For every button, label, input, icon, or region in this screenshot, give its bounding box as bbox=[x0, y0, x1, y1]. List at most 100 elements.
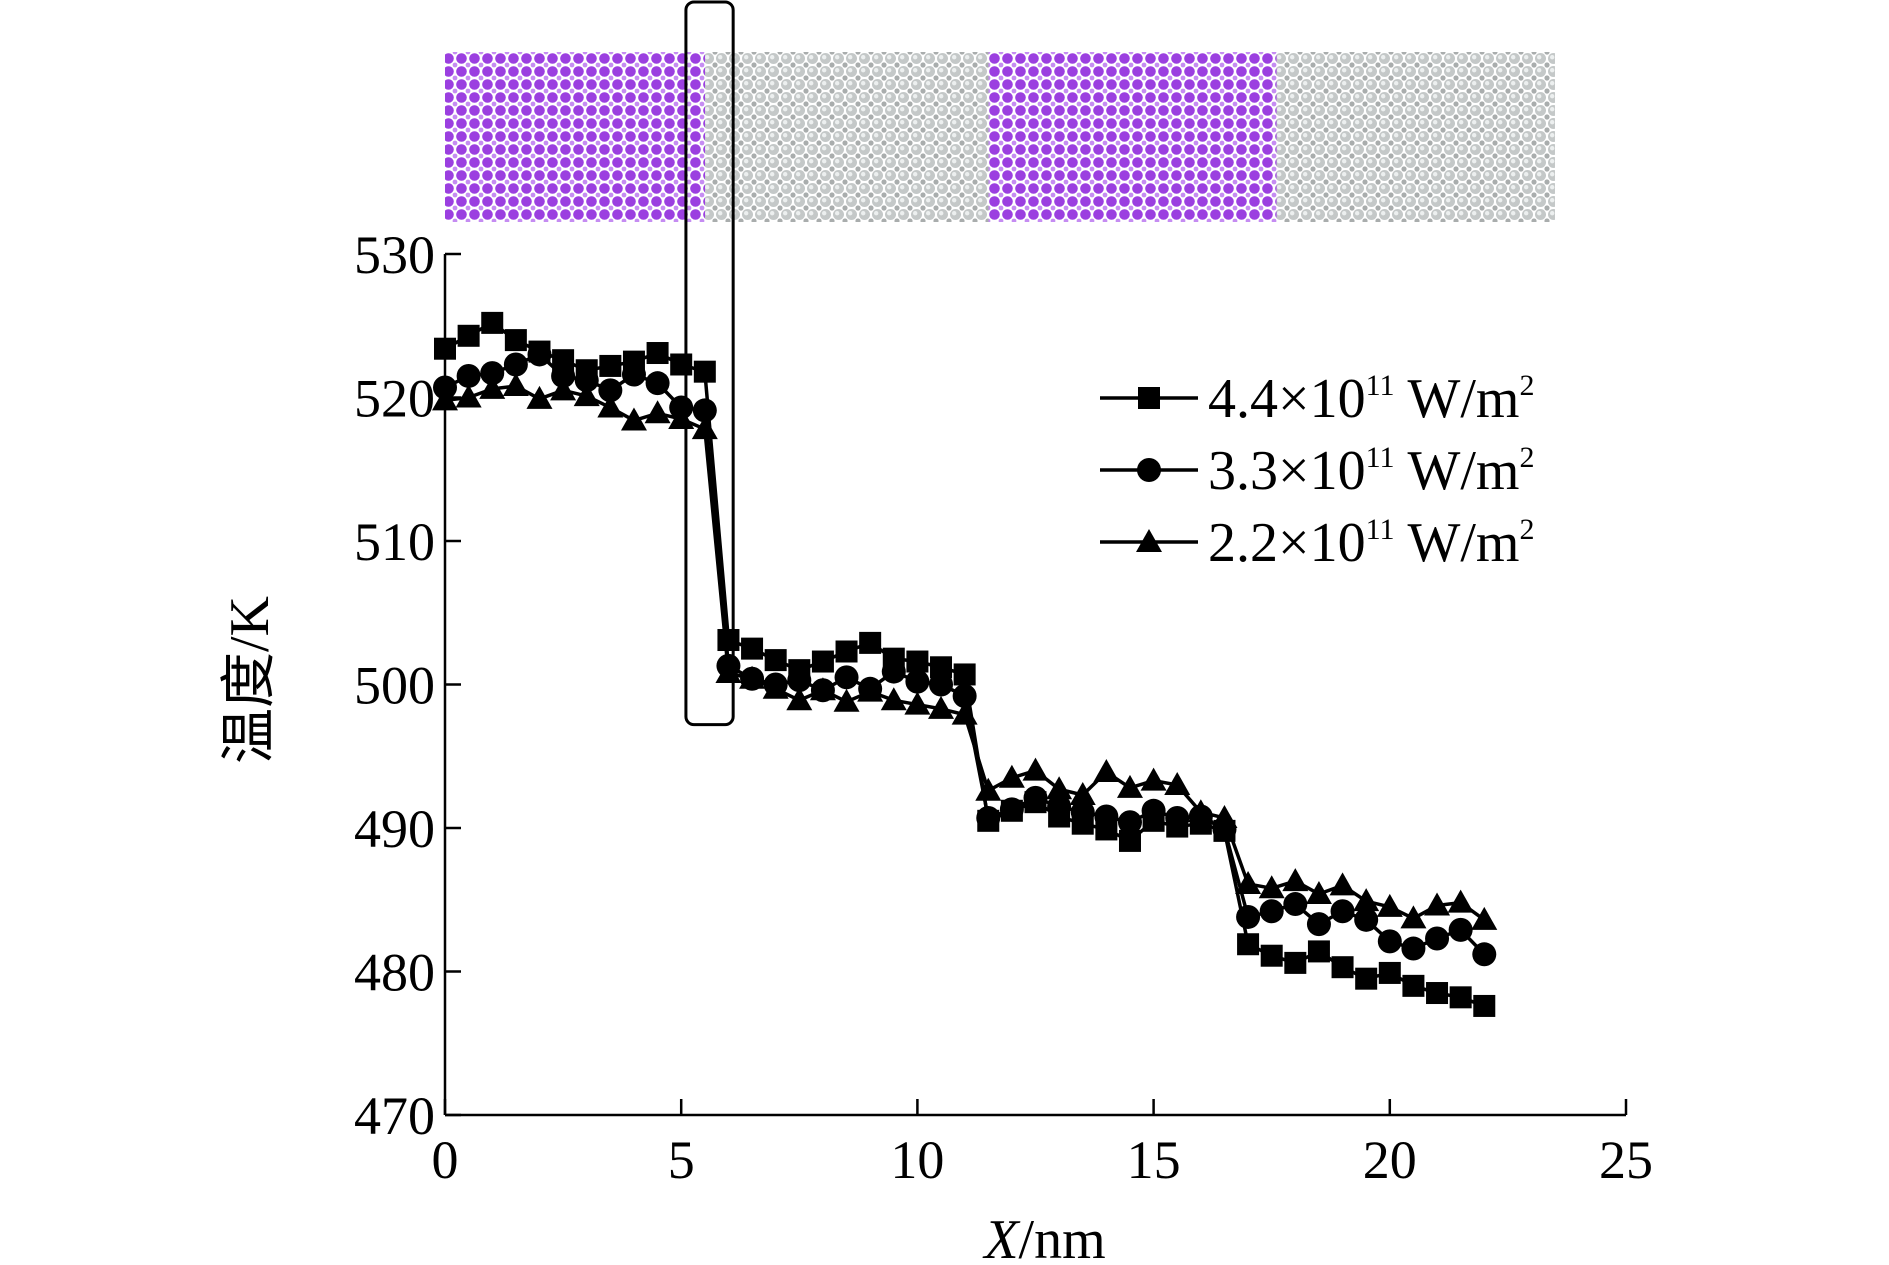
data-point bbox=[1306, 912, 1331, 937]
legend-exp: 11 bbox=[1366, 441, 1395, 474]
strip-segment-purple bbox=[445, 52, 705, 222]
data-point bbox=[480, 361, 505, 386]
data-point bbox=[741, 637, 764, 660]
strip-segment-purple bbox=[988, 52, 1277, 222]
data-point bbox=[1046, 776, 1073, 800]
strip-segment-gray bbox=[704, 52, 989, 222]
data-point bbox=[717, 629, 740, 652]
data-point bbox=[881, 659, 906, 684]
data-point bbox=[739, 665, 766, 689]
data-point bbox=[1400, 905, 1427, 929]
series-layer bbox=[432, 311, 1498, 1017]
data-point bbox=[930, 656, 953, 679]
data-point bbox=[1094, 804, 1119, 829]
series-circle bbox=[433, 342, 1497, 967]
data-point bbox=[1260, 944, 1283, 967]
data-point bbox=[835, 640, 858, 663]
data-point bbox=[598, 378, 623, 403]
data-point bbox=[504, 329, 527, 352]
data-point bbox=[1447, 889, 1474, 913]
data-point bbox=[1377, 929, 1402, 954]
data-point bbox=[859, 631, 882, 654]
legend-base: 4.4×10 bbox=[1208, 368, 1366, 430]
x-axis-label-var: X bbox=[982, 1209, 1021, 1265]
y-tick-label: 520 bbox=[354, 369, 435, 429]
data-point bbox=[1093, 759, 1120, 783]
data-point bbox=[1425, 926, 1450, 951]
x-tick-label: 5 bbox=[668, 1130, 695, 1190]
legend-unit-exp: 2 bbox=[1519, 513, 1534, 546]
data-point bbox=[645, 371, 670, 396]
data-point bbox=[906, 650, 929, 673]
strip-segment-gray bbox=[1276, 52, 1556, 222]
data-point bbox=[574, 368, 599, 393]
data-point bbox=[976, 805, 1001, 830]
series-triangle bbox=[432, 373, 1498, 930]
x-tick-label: 25 bbox=[1599, 1130, 1653, 1190]
legend-unit-exp: 2 bbox=[1519, 369, 1534, 402]
x-tick-label: 20 bbox=[1363, 1130, 1417, 1190]
legend-unit: W/m bbox=[1394, 440, 1519, 502]
data-point bbox=[1353, 888, 1380, 912]
data-point bbox=[527, 342, 552, 367]
data-point bbox=[1237, 933, 1260, 956]
data-point bbox=[502, 373, 529, 397]
data-point bbox=[1236, 904, 1261, 929]
data-point bbox=[691, 416, 718, 440]
data-point bbox=[811, 650, 834, 673]
data-point bbox=[550, 377, 577, 401]
data-point bbox=[1069, 781, 1096, 805]
legend-exp: 11 bbox=[1366, 513, 1395, 546]
data-point bbox=[1070, 800, 1095, 825]
data-point bbox=[1307, 940, 1330, 963]
legend-label: 3.3×1011 W/m2 bbox=[1208, 440, 1534, 502]
data-point bbox=[1116, 774, 1143, 798]
y-tick-label: 480 bbox=[354, 943, 435, 1003]
x-tick-label: 15 bbox=[1127, 1130, 1181, 1190]
data-point bbox=[1471, 906, 1498, 930]
data-point bbox=[432, 387, 458, 411]
legend-base: 2.2×10 bbox=[1208, 512, 1366, 574]
data-point bbox=[764, 649, 787, 672]
data-point bbox=[1022, 757, 1049, 781]
data-point bbox=[1117, 810, 1142, 835]
data-point bbox=[1023, 785, 1048, 810]
data-point bbox=[1449, 986, 1472, 1009]
legend-marker bbox=[1137, 458, 1161, 482]
legend-label: 4.4×1011 W/m2 bbox=[1208, 368, 1534, 430]
data-point bbox=[1354, 907, 1379, 932]
legend-unit: W/m bbox=[1394, 368, 1519, 430]
data-point bbox=[434, 337, 456, 360]
data-point bbox=[952, 683, 977, 708]
data-point bbox=[599, 354, 622, 377]
data-point bbox=[1165, 805, 1190, 830]
data-point bbox=[1331, 956, 1354, 979]
data-point bbox=[787, 668, 812, 693]
data-point bbox=[929, 672, 954, 697]
data-point bbox=[1426, 982, 1449, 1005]
data-point bbox=[1305, 881, 1332, 905]
legend-label: 2.2×1011 W/m2 bbox=[1208, 512, 1534, 574]
data-point bbox=[644, 400, 671, 424]
data-point bbox=[1047, 794, 1072, 819]
legend-item: 2.2×1011 W/m2 bbox=[1100, 512, 1534, 574]
data-point bbox=[457, 324, 480, 347]
y-tick-label: 500 bbox=[354, 656, 435, 716]
y-tick-label: 510 bbox=[354, 512, 435, 572]
data-point bbox=[1402, 974, 1425, 997]
legend-item: 4.4×1011 W/m2 bbox=[1100, 368, 1534, 430]
data-point bbox=[503, 352, 528, 377]
data-point bbox=[905, 669, 930, 694]
data-point bbox=[692, 398, 717, 423]
data-point bbox=[999, 797, 1024, 822]
data-point bbox=[1472, 942, 1497, 967]
data-point bbox=[1283, 892, 1308, 917]
data-point bbox=[1284, 951, 1307, 974]
legend-marker bbox=[1136, 529, 1162, 552]
data-point bbox=[928, 695, 955, 719]
y-tick-label: 490 bbox=[354, 799, 435, 859]
data-point bbox=[1378, 961, 1401, 984]
data-point bbox=[1187, 799, 1214, 823]
data-point bbox=[573, 383, 600, 407]
data-point bbox=[693, 360, 716, 383]
